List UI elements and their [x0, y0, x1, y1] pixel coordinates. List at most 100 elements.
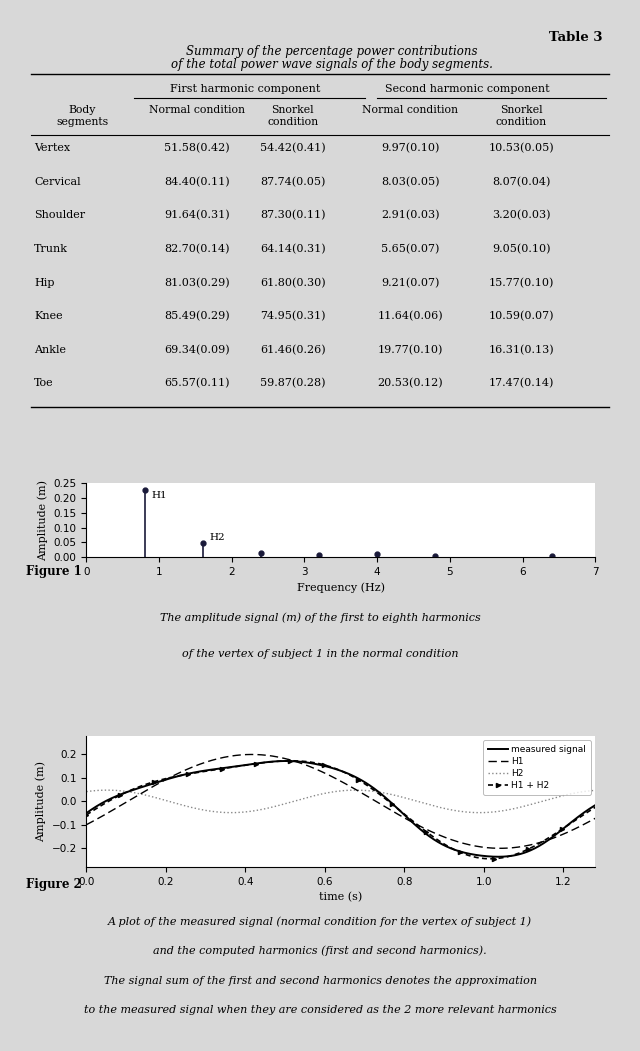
H1 [591, 812, 599, 825]
Text: 59.87(0.28): 59.87(0.28) [260, 378, 326, 389]
Text: Body
segments: Body segments [56, 105, 108, 127]
H2 [383, 787, 391, 800]
measured signal [423, 828, 431, 841]
measured signal [467, 848, 474, 861]
Text: 10.59(0.07): 10.59(0.07) [489, 311, 554, 322]
H2 [103, 784, 111, 797]
Text: 19.77(0.10): 19.77(0.10) [378, 345, 443, 355]
H1 + H2 [467, 849, 474, 862]
H2 [314, 788, 321, 801]
Text: Normal condition: Normal condition [148, 105, 244, 115]
Text: of the vertex of subject 1 in the normal condition: of the vertex of subject 1 in the normal… [182, 648, 458, 659]
Text: 61.46(0.26): 61.46(0.26) [260, 345, 326, 355]
H1 + H2 [173, 770, 180, 783]
H2 [591, 784, 599, 797]
H1 + H2 [83, 808, 90, 821]
H2 [214, 806, 222, 819]
Text: 82.70(0.14): 82.70(0.14) [164, 244, 229, 254]
Text: 85.49(0.29): 85.49(0.29) [164, 311, 230, 322]
measured signal [282, 755, 290, 767]
H1 [423, 823, 431, 836]
Text: H2: H2 [209, 533, 225, 542]
H1 [173, 768, 180, 781]
Text: Snorkel
condition: Snorkel condition [268, 105, 319, 127]
Text: Summary of the percentage power contributions: Summary of the percentage power contribu… [186, 45, 478, 58]
Text: The signal sum of the first and second harmonics denotes the approximation: The signal sum of the first and second h… [104, 975, 536, 986]
H1 [496, 842, 504, 854]
Text: 54.42(0.41): 54.42(0.41) [260, 143, 326, 153]
measured signal [83, 807, 90, 820]
H1 + H2 [314, 757, 321, 769]
Text: 17.47(0.14): 17.47(0.14) [489, 378, 554, 389]
Text: 8.07(0.04): 8.07(0.04) [492, 177, 551, 187]
Text: H1: H1 [151, 491, 166, 500]
Text: 3.20(0.03): 3.20(0.03) [492, 210, 551, 221]
X-axis label: time (s): time (s) [319, 892, 362, 903]
Text: 11.64(0.06): 11.64(0.06) [378, 311, 443, 322]
Text: Vertex: Vertex [34, 143, 70, 153]
Text: Figure 1: Figure 1 [26, 565, 81, 578]
Text: 16.31(0.13): 16.31(0.13) [489, 345, 554, 355]
Text: 61.80(0.30): 61.80(0.30) [260, 277, 326, 288]
Text: 64.14(0.31): 64.14(0.31) [260, 244, 326, 254]
Text: and the computed harmonics (first and second harmonics).: and the computed harmonics (first and se… [153, 946, 487, 956]
Text: A plot of the measured signal (normal condition for the vertex of subject 1): A plot of the measured signal (normal co… [108, 916, 532, 927]
Line: H1 + H2: H1 + H2 [84, 759, 597, 861]
measured signal [591, 799, 599, 811]
Text: Cervical: Cervical [34, 177, 81, 187]
Text: 2.91(0.03): 2.91(0.03) [381, 210, 440, 221]
Text: 87.30(0.11): 87.30(0.11) [260, 210, 326, 221]
Text: 69.34(0.09): 69.34(0.09) [164, 345, 230, 355]
Y-axis label: Amplitude (m): Amplitude (m) [37, 479, 48, 561]
Line: H1: H1 [86, 755, 595, 848]
Text: 10.53(0.05): 10.53(0.05) [489, 143, 554, 153]
H1 [213, 753, 221, 765]
H1 [83, 819, 90, 831]
Text: Hip: Hip [34, 277, 55, 288]
Text: 84.40(0.11): 84.40(0.11) [164, 177, 230, 187]
H2 [467, 806, 474, 819]
Text: 87.74(0.05): 87.74(0.05) [260, 177, 326, 187]
measured signal [173, 770, 180, 783]
H1 + H2 [486, 852, 493, 865]
Text: 9.21(0.07): 9.21(0.07) [381, 277, 440, 288]
Y-axis label: Amplitude (m): Amplitude (m) [35, 761, 46, 842]
Text: 15.77(0.10): 15.77(0.10) [489, 277, 554, 288]
H1 + H2 [591, 801, 599, 813]
measured signal [495, 850, 502, 863]
measured signal [213, 763, 221, 776]
Text: 51.58(0.42): 51.58(0.42) [164, 143, 230, 153]
H1 + H2 [287, 755, 295, 767]
Text: 9.05(0.10): 9.05(0.10) [492, 244, 551, 254]
Text: 8.03(0.05): 8.03(0.05) [381, 177, 440, 187]
Text: Figure 2: Figure 2 [26, 879, 81, 891]
Text: of the total power wave signals of the body segments.: of the total power wave signals of the b… [171, 58, 493, 71]
Text: 20.53(0.12): 20.53(0.12) [378, 378, 443, 389]
H1 + H2 [213, 763, 221, 776]
Text: to the measured signal when they are considered as the 2 more relevant harmonics: to the measured signal when they are con… [84, 1005, 556, 1015]
H1 + H2 [423, 826, 431, 839]
Text: 5.65(0.07): 5.65(0.07) [381, 244, 440, 254]
Text: 91.64(0.31): 91.64(0.31) [164, 210, 230, 221]
Text: Toe: Toe [34, 378, 54, 388]
H2 [423, 798, 431, 810]
Text: The amplitude signal (m) of the first to eighth harmonics: The amplitude signal (m) of the first to… [159, 613, 481, 623]
H1 [248, 748, 256, 761]
Text: Normal condition: Normal condition [362, 105, 458, 115]
H2 [83, 785, 90, 798]
Text: 9.97(0.10): 9.97(0.10) [381, 143, 440, 153]
Text: Snorkel
condition: Snorkel condition [496, 105, 547, 127]
Text: Second harmonic component: Second harmonic component [385, 84, 550, 94]
Text: 65.57(0.11): 65.57(0.11) [164, 378, 229, 389]
Line: measured signal: measured signal [86, 761, 595, 857]
Text: First harmonic component: First harmonic component [170, 84, 320, 94]
Line: H2: H2 [86, 790, 595, 812]
measured signal [383, 792, 391, 805]
Text: 81.03(0.29): 81.03(0.29) [164, 277, 230, 288]
Text: Shoulder: Shoulder [34, 210, 85, 221]
Text: Knee: Knee [34, 311, 63, 322]
H2 [173, 798, 181, 810]
Text: Trunk: Trunk [34, 244, 68, 254]
H1 [467, 839, 474, 851]
H1 + H2 [383, 794, 391, 806]
